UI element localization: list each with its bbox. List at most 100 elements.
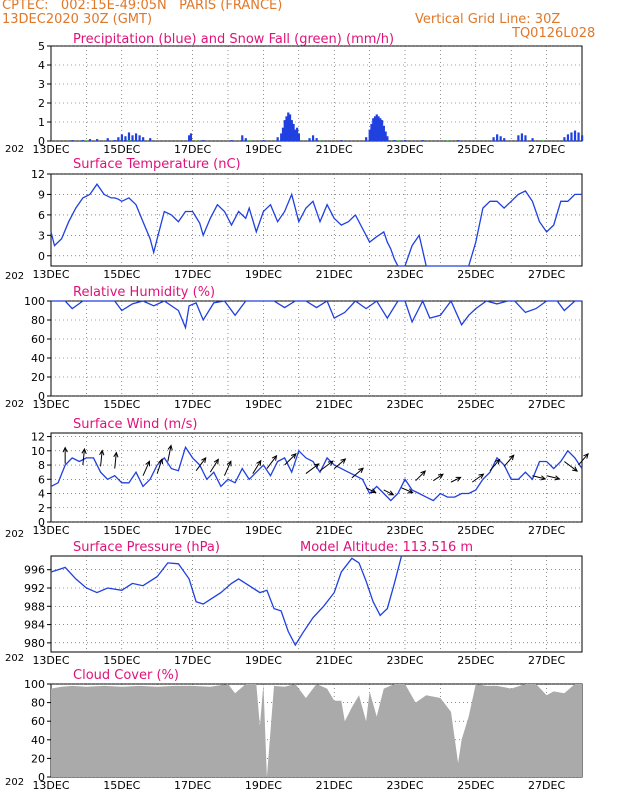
wind-arrow-head [478,473,485,479]
cloud-ytick-label: 100 [24,678,45,691]
wind-arrow-head [226,460,232,467]
precip-bar [280,133,283,141]
cloud-panel [47,683,583,778]
precip-bar [81,140,85,141]
precip-bar [248,140,251,141]
year-fragment: 202 [5,529,24,540]
precip-bar [503,138,506,141]
precip-bar [492,137,495,141]
wind-arrow [383,489,394,496]
temp-xtick-label: 19DEC [245,268,282,281]
humidity-xtick-label: 25DEC [457,398,494,411]
precip-bar [340,140,343,141]
temp-frame [50,173,583,267]
precip-bar [297,133,300,141]
precip-bar [384,131,387,141]
wind-arrow [401,487,413,494]
precip-bar [566,134,570,141]
wind-arrow-head [508,454,515,461]
wind-arrow [305,463,319,474]
precip-xtick-label: 17DEC [174,143,211,156]
precip-bar [377,116,380,141]
precip-bar [375,114,378,141]
precip-frame [50,45,583,142]
precip-bar [315,138,318,141]
pressure-panel [47,555,583,653]
precip-bar [262,140,265,141]
wind-frame [50,432,583,523]
wind-xtick-label: 17DEC [174,524,211,537]
wind-arrow [450,476,461,483]
precip-bar [573,130,577,141]
temp-xtick-label: 17DEC [174,268,211,281]
precip-bar [285,116,288,141]
precip-bar [542,140,545,141]
year-fragment: 202 [5,653,24,664]
temp-ytick-label: 6 [38,209,45,222]
precip-bar [581,135,584,141]
precip-bar [124,136,127,141]
wind-arrow-head [494,458,501,465]
wind-line [50,445,583,502]
wind-ytick-label: 8 [38,459,45,472]
temp-xtick-label: 13DEC [32,268,69,281]
precip-bar [202,140,205,141]
temp-panel [47,173,583,267]
wind-arrow-head [167,444,173,451]
precip-xtick-label: 13DEC [32,143,69,156]
temp-xtick-label: 23DEC [386,268,423,281]
precip-bar [120,134,123,141]
precip-bar [308,138,311,141]
precip-ytick-label: 4 [38,59,45,72]
cloud-ytick-label: 20 [31,752,45,765]
precip-bar [517,135,520,141]
header-model-code: TQ0126L028 [512,26,596,41]
precip-bar [421,140,424,141]
precip-xtick-label: 25DEC [457,143,494,156]
precip-bar [71,140,74,141]
humidity-xtick-label: 21DEC [316,398,353,411]
precip-ytick-label: 3 [38,78,45,91]
pressure-xtick-label: 19DEC [245,654,282,667]
precip-bar [283,120,286,141]
wind-arrow-head [540,475,547,481]
precip-bar [189,133,193,141]
cloud-xtick-label: 23DEC [386,779,423,792]
wind-xtick-label: 23DEC [386,524,423,537]
precip-bar [404,140,407,141]
wind-arrow [252,460,262,474]
precip-bar [386,136,389,141]
precip-bar [290,120,293,141]
wind-arrow-head [327,460,334,466]
year-fragment: 202 [5,144,24,155]
wind-arrow-head [340,458,347,464]
precip-bar [288,114,292,141]
header-station-line: CPTEC: 002:15E-49:05N PARIS (FRANCE) [2,0,283,13]
precip-bar [96,139,99,141]
wind-arrow-head [113,451,119,458]
wind-arrow [114,452,117,469]
precip-bar [241,135,244,141]
wind-arrow-head [370,488,377,494]
wind-arrow [167,445,172,462]
wind-arrow [266,455,277,469]
temp-title: Surface Temperature (nC) [73,157,241,172]
humidity-ytick-label: 0 [38,390,45,403]
precip-bar [113,140,116,141]
precip-bar [382,125,385,141]
wind-arrow [209,459,219,473]
precip-bar [127,140,131,141]
wind-arrow-head [407,488,414,494]
precip-panel [47,45,584,142]
precip-bar [499,136,502,141]
cloud-area [51,684,582,777]
header-run-time: 13DEC2020 30Z (GMT) [2,12,153,27]
wind-arrow [433,473,444,482]
precip-bar [396,140,400,141]
cloud-xtick-label: 15DEC [103,779,140,792]
precip-bar [496,134,499,141]
cloud-xtick-label: 27DEC [528,779,565,792]
precip-bar [319,140,322,141]
wind-arrow-head [158,458,164,465]
